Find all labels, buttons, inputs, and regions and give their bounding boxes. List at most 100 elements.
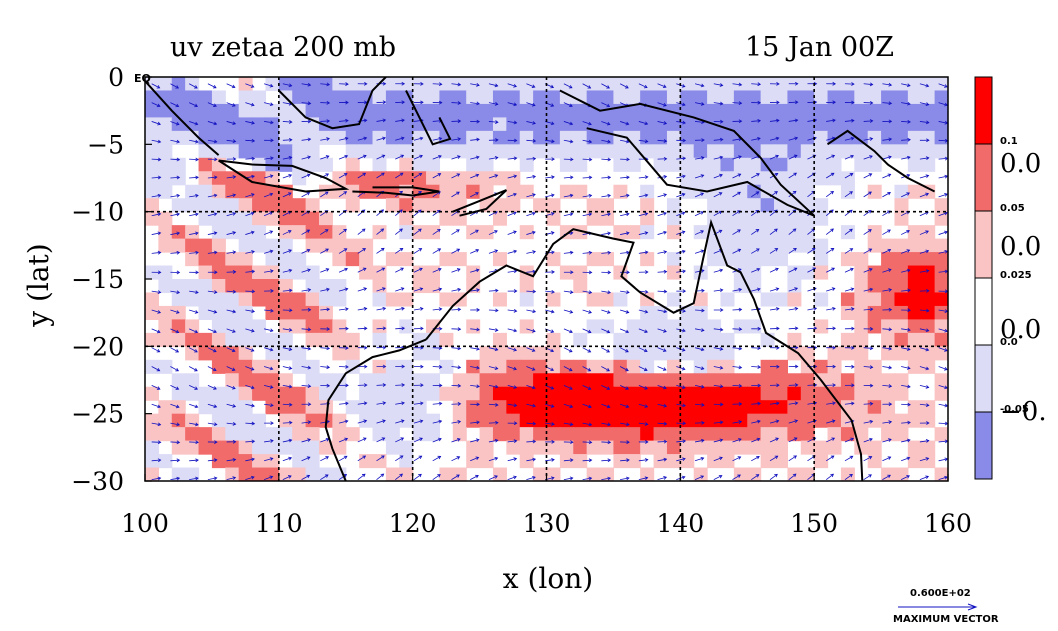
wind-vector-head	[363, 326, 368, 331]
wind-vector	[713, 83, 723, 86]
field-cell	[881, 238, 896, 253]
field-cell	[292, 90, 307, 105]
field-cell	[332, 252, 347, 267]
field-cell	[666, 400, 681, 415]
wind-vector	[470, 269, 479, 273]
field-cell	[399, 467, 414, 481]
wind-vector	[601, 139, 611, 143]
field-cell	[707, 157, 722, 172]
wind-vector-head	[569, 404, 574, 409]
wind-vector	[413, 155, 423, 160]
wind-vector	[825, 228, 834, 235]
field-cell	[225, 252, 240, 267]
field-cell	[921, 454, 936, 469]
field-cell	[693, 467, 708, 481]
wind-vector-head	[288, 366, 293, 370]
wind-vector-head	[532, 230, 536, 235]
field-cell	[492, 90, 507, 105]
wind-vector-head	[830, 228, 834, 232]
field-cell	[800, 171, 815, 186]
field-cell	[894, 279, 909, 294]
wind-vector	[882, 438, 892, 443]
wind-vector-head	[156, 349, 161, 353]
field-cell	[238, 184, 253, 199]
field-cell	[680, 440, 695, 455]
field-cell	[238, 319, 253, 334]
wind-vector-head	[288, 347, 293, 351]
wind-vector	[826, 137, 835, 141]
wind-vector	[563, 102, 573, 107]
wind-vector-head	[532, 309, 537, 314]
field-cell	[613, 184, 628, 199]
field-cell	[600, 359, 615, 374]
field-cell	[292, 157, 307, 172]
wind-vector	[545, 309, 554, 313]
wind-vector-head	[774, 191, 778, 195]
wind-vector	[788, 137, 798, 141]
field-cell	[466, 319, 481, 334]
field-cell	[626, 90, 641, 105]
field-cell	[814, 386, 829, 401]
wind-vector	[769, 248, 778, 254]
wind-vector-head	[550, 103, 555, 107]
wind-vector-head	[343, 248, 348, 252]
wind-vector-head	[232, 212, 237, 216]
field-cell	[171, 130, 186, 145]
wind-vector-head	[532, 403, 536, 408]
field-cell	[412, 90, 427, 105]
wind-vector-head	[363, 136, 368, 141]
wind-vector	[601, 403, 611, 408]
wind-vector-head	[476, 83, 480, 87]
wind-vector-head	[570, 270, 574, 275]
wind-vector-head	[588, 440, 593, 445]
wind-vector	[694, 475, 704, 481]
field-cell	[573, 427, 588, 442]
field-cell	[934, 198, 948, 213]
wind-vector	[582, 139, 592, 143]
field-cell	[854, 157, 869, 172]
wind-vector-head	[550, 212, 555, 216]
field-cell	[640, 252, 655, 267]
wind-vector-head	[569, 458, 574, 463]
wind-vector-head	[381, 455, 385, 459]
field-cell	[747, 427, 762, 442]
wind-vector	[432, 456, 441, 462]
wind-vector-head	[663, 121, 668, 125]
wind-vector	[245, 309, 255, 312]
field-cell	[827, 386, 842, 401]
field-cell	[760, 440, 775, 455]
field-cell	[332, 292, 347, 307]
field-cell	[840, 292, 855, 307]
field-cell	[747, 157, 762, 172]
field-cell	[760, 252, 775, 267]
wind-vector	[395, 402, 405, 405]
wind-vector	[788, 455, 797, 462]
wind-vector-head	[607, 422, 611, 427]
field-cell	[533, 427, 548, 442]
wind-vector	[357, 473, 366, 480]
field-cell	[265, 238, 280, 253]
field-cell	[318, 292, 333, 307]
field-cell	[439, 103, 454, 118]
field-cell	[466, 103, 481, 118]
field-cell	[225, 319, 240, 334]
wind-vector	[432, 229, 441, 235]
field-cell	[533, 467, 548, 481]
wind-vector-head	[550, 121, 555, 126]
wind-vector	[226, 139, 236, 142]
field-cell	[613, 427, 628, 442]
field-cell	[345, 171, 360, 186]
wind-vector	[620, 290, 630, 293]
wind-vector	[376, 455, 385, 462]
field-cell	[145, 332, 159, 347]
wind-vector	[657, 403, 667, 407]
field-cell	[439, 77, 454, 92]
wind-vector	[245, 440, 255, 443]
field-cell	[185, 427, 200, 442]
field-cell	[640, 467, 655, 481]
field-cell	[318, 211, 333, 226]
wind-vector	[882, 328, 892, 330]
wind-vector-head	[251, 289, 256, 294]
field-cell	[760, 144, 775, 159]
field-cell	[252, 279, 267, 294]
